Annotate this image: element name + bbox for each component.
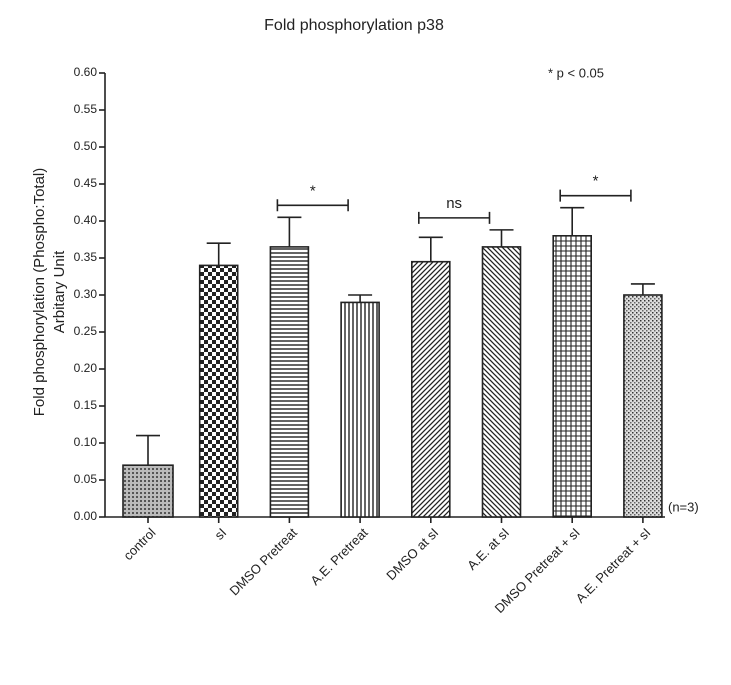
y-tick-label: 0.00 — [74, 509, 98, 523]
significance-bracket — [560, 190, 631, 202]
x-tick-label: DMSO at sI — [383, 525, 441, 583]
bar — [624, 295, 662, 517]
x-tick-label: A.E. at sI — [464, 525, 512, 573]
bar — [412, 262, 450, 517]
y-tick-label: 0.10 — [74, 435, 98, 449]
error-bar — [419, 237, 443, 261]
y-tick-label: 0.30 — [74, 287, 98, 301]
bar — [123, 465, 173, 517]
y-tick-label: 0.15 — [74, 398, 98, 412]
bar — [270, 247, 308, 517]
x-tick-label: DMSO Pretreat — [227, 525, 301, 599]
y-tick-label: 0.45 — [74, 176, 98, 190]
y-tick-label: 0.35 — [74, 250, 98, 264]
y-tick-label: 0.20 — [74, 361, 98, 375]
bar — [341, 302, 379, 517]
x-tick-label: sI — [211, 525, 229, 543]
y-tick-label: 0.40 — [74, 213, 98, 227]
x-tick-label: control — [120, 525, 158, 563]
error-bar — [277, 217, 301, 247]
y-tick-label: 0.25 — [74, 324, 98, 338]
chart: Fold phosphorylation p38 Fold phosphoryl… — [0, 0, 731, 685]
significance-note: * p < 0.05 — [548, 65, 604, 80]
y-tick-label: 0.05 — [74, 472, 98, 486]
significance-label: * — [593, 173, 599, 190]
bar — [483, 247, 521, 517]
bar — [553, 236, 591, 517]
chart-title: Fold phosphorylation p38 — [264, 17, 444, 34]
y-tick-label: 0.55 — [74, 102, 98, 116]
error-bar — [207, 243, 231, 265]
significance-label: * — [310, 182, 316, 199]
significance-bracket — [277, 199, 348, 211]
significance-bracket — [419, 212, 490, 224]
sample-note: (n=3) — [668, 499, 699, 514]
x-tick-label: A.E. Pretreat — [307, 525, 371, 589]
error-bar — [490, 230, 514, 247]
x-tick-label: A.E. Pretreat + sI — [573, 525, 654, 606]
y-axis-label: Arbitary Unit — [51, 250, 68, 333]
significance-label: ns — [446, 195, 462, 212]
error-bar — [560, 208, 584, 236]
y-axis-label: Fold phosphorylation (Phospho:Total) — [31, 168, 48, 416]
error-bar — [136, 436, 160, 466]
y-tick-label: 0.60 — [74, 65, 98, 79]
error-bar — [348, 295, 372, 302]
error-bar — [631, 284, 655, 295]
y-tick-label: 0.50 — [74, 139, 98, 153]
bar — [200, 265, 238, 517]
